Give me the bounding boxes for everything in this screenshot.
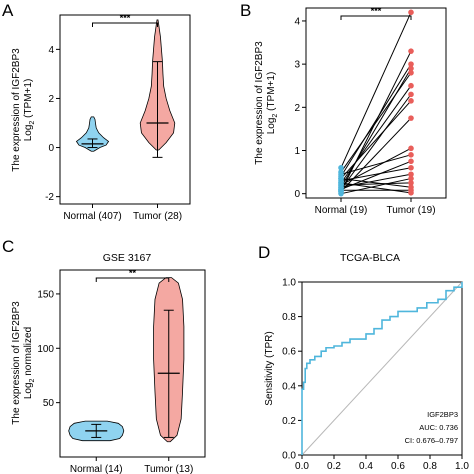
panel-b-tumor-point-13 xyxy=(408,171,414,178)
panel-b-ylabel-line1: The expression of IGF2BP3 xyxy=(254,41,265,165)
panel-a-category-label-0: Normal (407) xyxy=(63,211,121,222)
panel-c-category-label-0: Normal (14) xyxy=(70,464,123,474)
panel-b-tumor-point-11 xyxy=(408,158,414,165)
panel-b-significance: *** xyxy=(371,6,382,16)
panel-c-plot-frame xyxy=(59,269,206,458)
panel-a-violin-0 xyxy=(75,116,110,152)
panel-c-ytick-label-2: 150 xyxy=(37,289,54,300)
panel-b-normal-point-16 xyxy=(338,175,344,182)
panel-b-tumor-point-9 xyxy=(408,145,414,152)
panel-d-ytick-label-5: 1.0 xyxy=(282,278,296,289)
panel-b-pair-line-6 xyxy=(340,94,412,190)
panel-b-tumor-point-3 xyxy=(408,65,414,72)
panel-a-ytick-label-2: 2 xyxy=(48,94,54,105)
panel-b-tumor-point-12 xyxy=(408,164,414,171)
panel-a-violin-chart: -2 0 2 4 Normal (407) Tumor (28) *** The expres… xyxy=(11,13,191,222)
panel-b-ytick-label-3: 3 xyxy=(294,60,300,71)
panel-c-ytick-label-0: 50 xyxy=(43,398,55,409)
panel-b-normal-point-18 xyxy=(338,180,344,186)
panel-a-ytick-label-3: 4 xyxy=(48,45,54,56)
panel-b-pair-line-16 xyxy=(340,178,412,188)
panel-b-pair-line-0 xyxy=(340,12,412,168)
panel-b-pair-line-10 xyxy=(340,154,412,175)
panel-d-xtick-label-2: 0.4 xyxy=(359,461,373,472)
panel-c-title: GSE 3167 xyxy=(103,252,152,264)
panel-d-roc-chart: 0.0 0.2 0.4 0.6 0.8 1.0 0.0 0.2 0.4 0.6 0.8 1.0 Sens… xyxy=(264,278,469,473)
panel-b-ytick-label-1: 1 xyxy=(294,146,300,157)
panel-d-xtick-label-5: 1.0 xyxy=(455,461,469,472)
panel-a-significance: *** xyxy=(120,13,131,23)
panel-b-normal-point-0 xyxy=(338,164,344,171)
panel-letter-b: B xyxy=(240,1,251,20)
panel-b-pair-line-12 xyxy=(340,167,412,182)
panel-b-paired-chart: 0 1 2 3 4 Normal (19) Tumor (19) *** The express… xyxy=(254,6,447,216)
panel-d-ylabel: Sensitivity (TPR) xyxy=(264,331,275,405)
panel-c-ylabel-line1: The expression of IGF2BP3 xyxy=(11,301,22,425)
panel-d-ytick-label-3: 0.6 xyxy=(282,347,296,358)
panel-b-pair-line-4 xyxy=(340,72,412,173)
panel-letter-c: C xyxy=(2,237,14,256)
panel-a-plot-frame xyxy=(59,14,191,205)
panel-a-ylabel-line2: Log2 (TPM+1) xyxy=(23,79,36,142)
panel-d-ytick-label-2: 0.4 xyxy=(282,381,296,392)
panel-b-pair-line-18 xyxy=(340,182,412,194)
panel-a-ylabel-line1: The expression of IGF2BP3 xyxy=(11,48,22,172)
panel-b-category-label-0: Normal (19) xyxy=(315,205,368,216)
panel-d-legend-line-2: CI: 0.676–0.797 xyxy=(405,436,458,445)
panel-b-tumor-point-5 xyxy=(408,82,414,89)
panel-b-pair-line-2 xyxy=(340,63,412,177)
panel-b-tumor-point-15 xyxy=(408,180,414,186)
panel-b-tumor-point-4 xyxy=(408,69,414,76)
panel-b-tumor-point-18 xyxy=(408,190,414,196)
panel-d-ytick-label-1: 0.2 xyxy=(282,416,296,427)
panel-b-ylabel-line2: Log2 (TPM+1) xyxy=(266,72,279,135)
panel-d-reference-diagonal xyxy=(301,281,463,456)
panel-b-tumor-point-14 xyxy=(408,175,414,182)
panel-letter-a: A xyxy=(2,1,14,20)
panel-a-sig-bracket xyxy=(92,22,158,27)
panel-b-category-label-1: Tumor (19) xyxy=(386,205,435,216)
panel-b-pair-line-5 xyxy=(340,85,412,184)
panel-d-roc-curve xyxy=(301,282,463,455)
panel-c-category-label-1: Tumor (13) xyxy=(144,464,193,474)
panel-c-ylabel-line2: Log2 normalized xyxy=(23,327,36,399)
panel-d-legend-line-1: AUC: 0.736 xyxy=(419,423,458,432)
panel-letter-d: D xyxy=(258,243,270,262)
panel-d-xtick-label-1: 0.2 xyxy=(327,461,341,472)
panel-b-pair-line-7 xyxy=(340,100,412,179)
panel-b-tumor-point-7 xyxy=(408,98,414,104)
panel-b-tumor-point-1 xyxy=(408,48,414,54)
panel-b-tumor-point-6 xyxy=(408,91,414,98)
panel-b-tumor-point-2 xyxy=(408,61,414,67)
panel-b-sig-bracket xyxy=(340,15,412,20)
panel-b-normal-point-17 xyxy=(338,187,344,194)
panel-b-tumor-point-0 xyxy=(408,9,414,16)
panel-b-ytick-label-0: 0 xyxy=(294,189,300,200)
panel-b-normal-point-10 xyxy=(338,171,344,178)
panel-d-legend-line-0: IGF2BP3 xyxy=(427,410,458,419)
panel-c-ytick-label-1: 100 xyxy=(37,344,54,355)
panel-b-pair-line-14 xyxy=(340,178,412,195)
panel-d-ytick-label-4: 0.8 xyxy=(282,312,296,323)
panel-d-title: TCGA-BLCA xyxy=(340,252,400,264)
panel-d-xtick-label-0: 0.0 xyxy=(295,461,309,472)
panel-a-ytick-label-1: 0 xyxy=(48,143,54,154)
panel-b-ytick-label-2: 2 xyxy=(294,103,300,114)
panel-d-xtick-label-3: 0.6 xyxy=(391,461,405,472)
panel-b-pair-line-1 xyxy=(340,50,412,192)
panel-d-xtick-label-4: 0.8 xyxy=(423,461,437,472)
panel-b-plot-frame xyxy=(305,7,447,199)
panel-c-violin-chart: 50 100 150 Normal (14) Tumor (13) ** The expre… xyxy=(11,268,206,474)
panel-d-ytick-label-0: 0.0 xyxy=(282,451,296,462)
panel-c-significance: ** xyxy=(129,268,137,278)
panel-d-plot-frame xyxy=(301,281,463,456)
panel-b-tumor-point-10 xyxy=(408,152,414,158)
panel-c-sig-bracket xyxy=(95,277,170,282)
panel-a-category-label-1: Tumor (28) xyxy=(133,211,182,222)
panel-b-ytick-label-4: 4 xyxy=(294,16,300,27)
panel-a-ytick-label-0: -2 xyxy=(45,192,54,203)
panel-b-tumor-point-8 xyxy=(408,115,414,121)
